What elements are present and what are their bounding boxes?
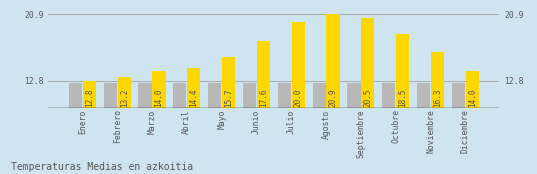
Bar	[104, 83, 117, 108]
Bar	[452, 83, 465, 108]
Bar	[313, 83, 326, 108]
Bar	[466, 71, 479, 108]
Text: 20.5: 20.5	[364, 88, 372, 107]
Bar	[347, 83, 360, 108]
Text: 12.8: 12.8	[85, 88, 94, 107]
Text: 14.0: 14.0	[155, 88, 163, 107]
Bar	[153, 71, 165, 108]
Bar	[326, 14, 340, 108]
Text: 16.3: 16.3	[433, 88, 442, 107]
Bar	[396, 34, 409, 108]
Text: 14.0: 14.0	[468, 88, 477, 107]
Bar	[139, 83, 151, 108]
Text: 17.6: 17.6	[259, 88, 268, 107]
Text: 13.2: 13.2	[120, 88, 129, 107]
Bar	[83, 81, 96, 108]
Bar	[222, 57, 235, 108]
Bar	[243, 83, 256, 108]
Bar	[118, 77, 131, 108]
Text: 18.5: 18.5	[398, 88, 407, 107]
Bar	[361, 18, 374, 108]
Bar	[208, 83, 221, 108]
Bar	[292, 22, 305, 108]
Bar	[69, 83, 82, 108]
Bar	[382, 83, 395, 108]
Bar	[417, 83, 430, 108]
Bar	[257, 41, 270, 108]
Bar	[187, 68, 200, 108]
Bar	[173, 83, 186, 108]
Text: Temperaturas Medias en azkoitia: Temperaturas Medias en azkoitia	[11, 162, 193, 172]
Bar	[431, 52, 444, 108]
Bar	[278, 83, 291, 108]
Text: 20.9: 20.9	[329, 88, 338, 107]
Text: 20.0: 20.0	[294, 88, 303, 107]
Text: 14.4: 14.4	[190, 88, 198, 107]
Text: 15.7: 15.7	[224, 88, 233, 107]
